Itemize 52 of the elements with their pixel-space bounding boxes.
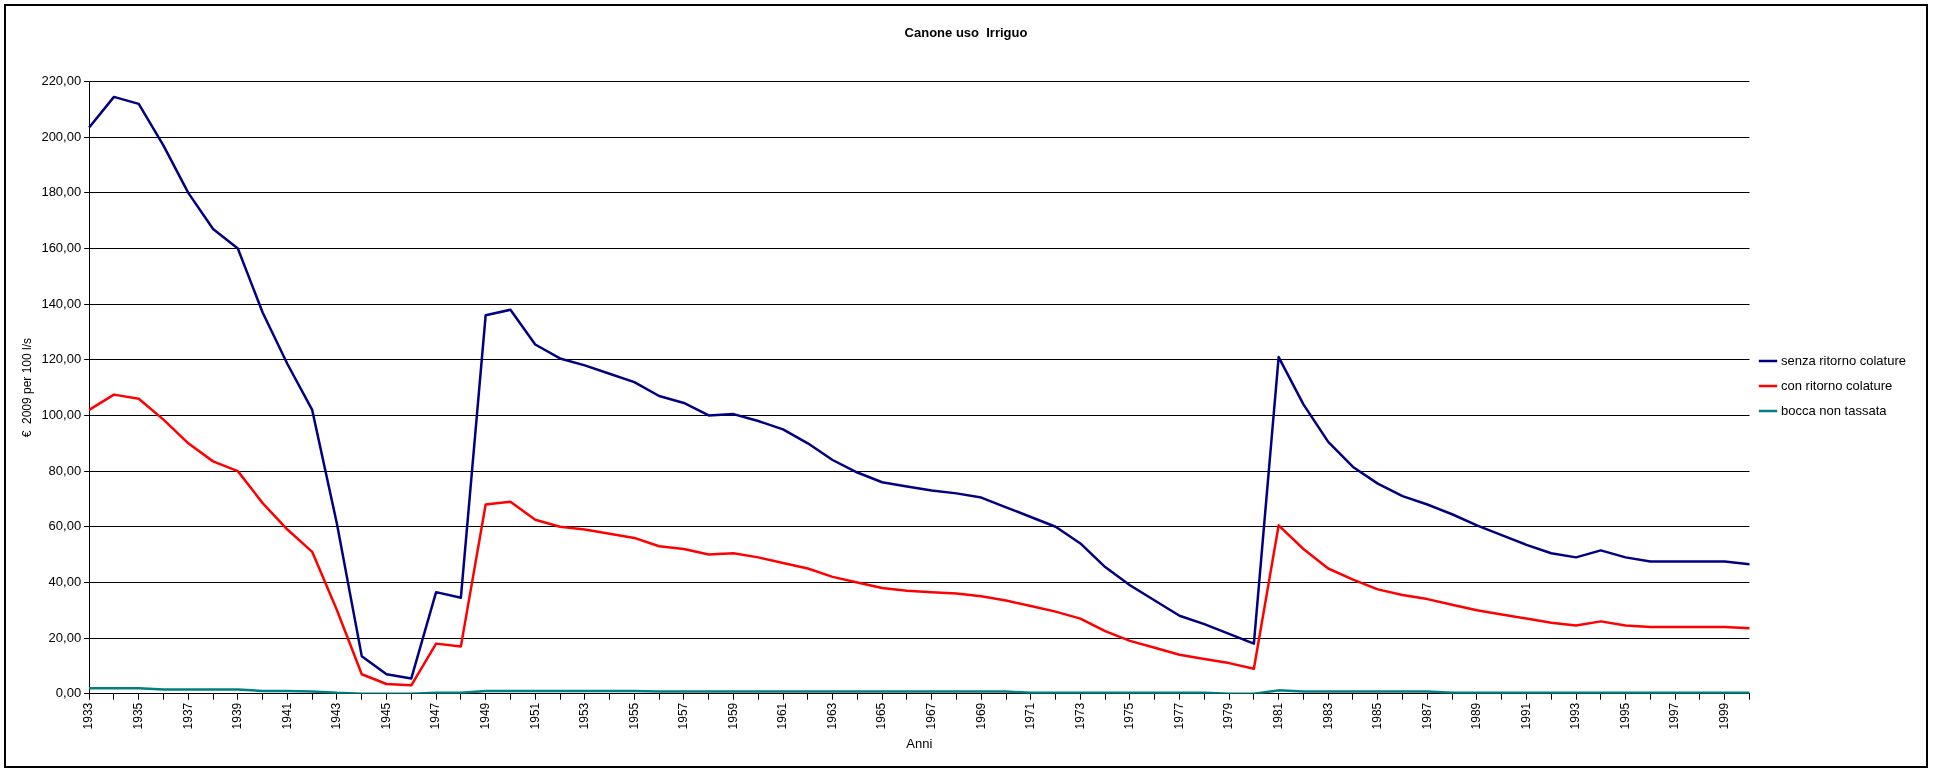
y-tick-label: 80,00 <box>48 462 82 478</box>
x-tick-label: 1945 <box>378 702 393 730</box>
x-tick-label: 1949 <box>477 702 492 730</box>
x-tick-label: 1969 <box>973 702 988 730</box>
y-tick-label: 40,00 <box>48 573 82 589</box>
x-tick-label: 1971 <box>1023 702 1038 730</box>
x-tick-label: 1941 <box>279 702 294 730</box>
y-tick-label: 160,00 <box>41 240 82 256</box>
x-tick-label: 1935 <box>131 702 146 730</box>
legend-label: con ritorno colature <box>1780 377 1893 393</box>
y-tick-label: 0,00 <box>55 685 82 701</box>
x-tick-label: 1955 <box>626 702 641 730</box>
x-tick-label: 1973 <box>1072 702 1087 730</box>
x-tick-label: 1985 <box>1370 702 1385 730</box>
x-tick-label: 1975 <box>1122 702 1137 730</box>
x-tick-label: 1997 <box>1667 702 1682 730</box>
x-tick-label: 1933 <box>81 702 96 730</box>
x-tick-label: 1999 <box>1717 702 1732 730</box>
x-tick-label: 1947 <box>428 702 443 730</box>
x-tick-label: 1957 <box>676 702 691 730</box>
x-tick-label: 1991 <box>1518 702 1533 730</box>
y-tick-label: 20,00 <box>48 629 82 645</box>
legend-label: bocca non tassata <box>1780 402 1888 418</box>
y-tick-label: 100,00 <box>41 407 82 423</box>
x-tick-label: 1979 <box>1221 702 1236 730</box>
y-tick-label: 60,00 <box>48 518 82 534</box>
x-tick-label: 1939 <box>230 702 245 730</box>
y-tick-label: 120,00 <box>41 351 82 367</box>
y-tick-label: 220,00 <box>41 73 82 89</box>
x-tick-label: 1937 <box>180 702 195 730</box>
x-tick-label: 1963 <box>824 702 839 730</box>
x-tick-label: 1981 <box>1270 702 1285 730</box>
x-tick-label: 1967 <box>924 702 939 730</box>
x-tick-label: 1961 <box>775 702 790 730</box>
y-tick-label: 200,00 <box>41 128 82 144</box>
chart-title: Canone uso Irriguo <box>904 25 1028 41</box>
x-tick-label: 1995 <box>1617 702 1632 730</box>
x-tick-label: 1987 <box>1419 702 1434 730</box>
x-axis-title: Anni <box>906 735 933 751</box>
x-tick-label: 1977 <box>1171 702 1186 730</box>
x-tick-label: 1959 <box>725 702 740 730</box>
y-tick-label: 140,00 <box>41 295 82 311</box>
x-tick-label: 1965 <box>874 702 889 730</box>
y-axis-title: € 2009 per 100 l/s <box>19 337 34 438</box>
x-tick-label: 1989 <box>1469 702 1484 730</box>
x-tick-label: 1953 <box>577 702 592 730</box>
x-tick-label: 1993 <box>1568 702 1583 730</box>
y-tick-label: 180,00 <box>41 184 82 200</box>
x-tick-label: 1943 <box>329 702 344 730</box>
legend-label: senza ritorno colature <box>1780 352 1906 368</box>
x-tick-label: 1951 <box>527 702 542 730</box>
x-tick-label: 1983 <box>1320 702 1335 730</box>
